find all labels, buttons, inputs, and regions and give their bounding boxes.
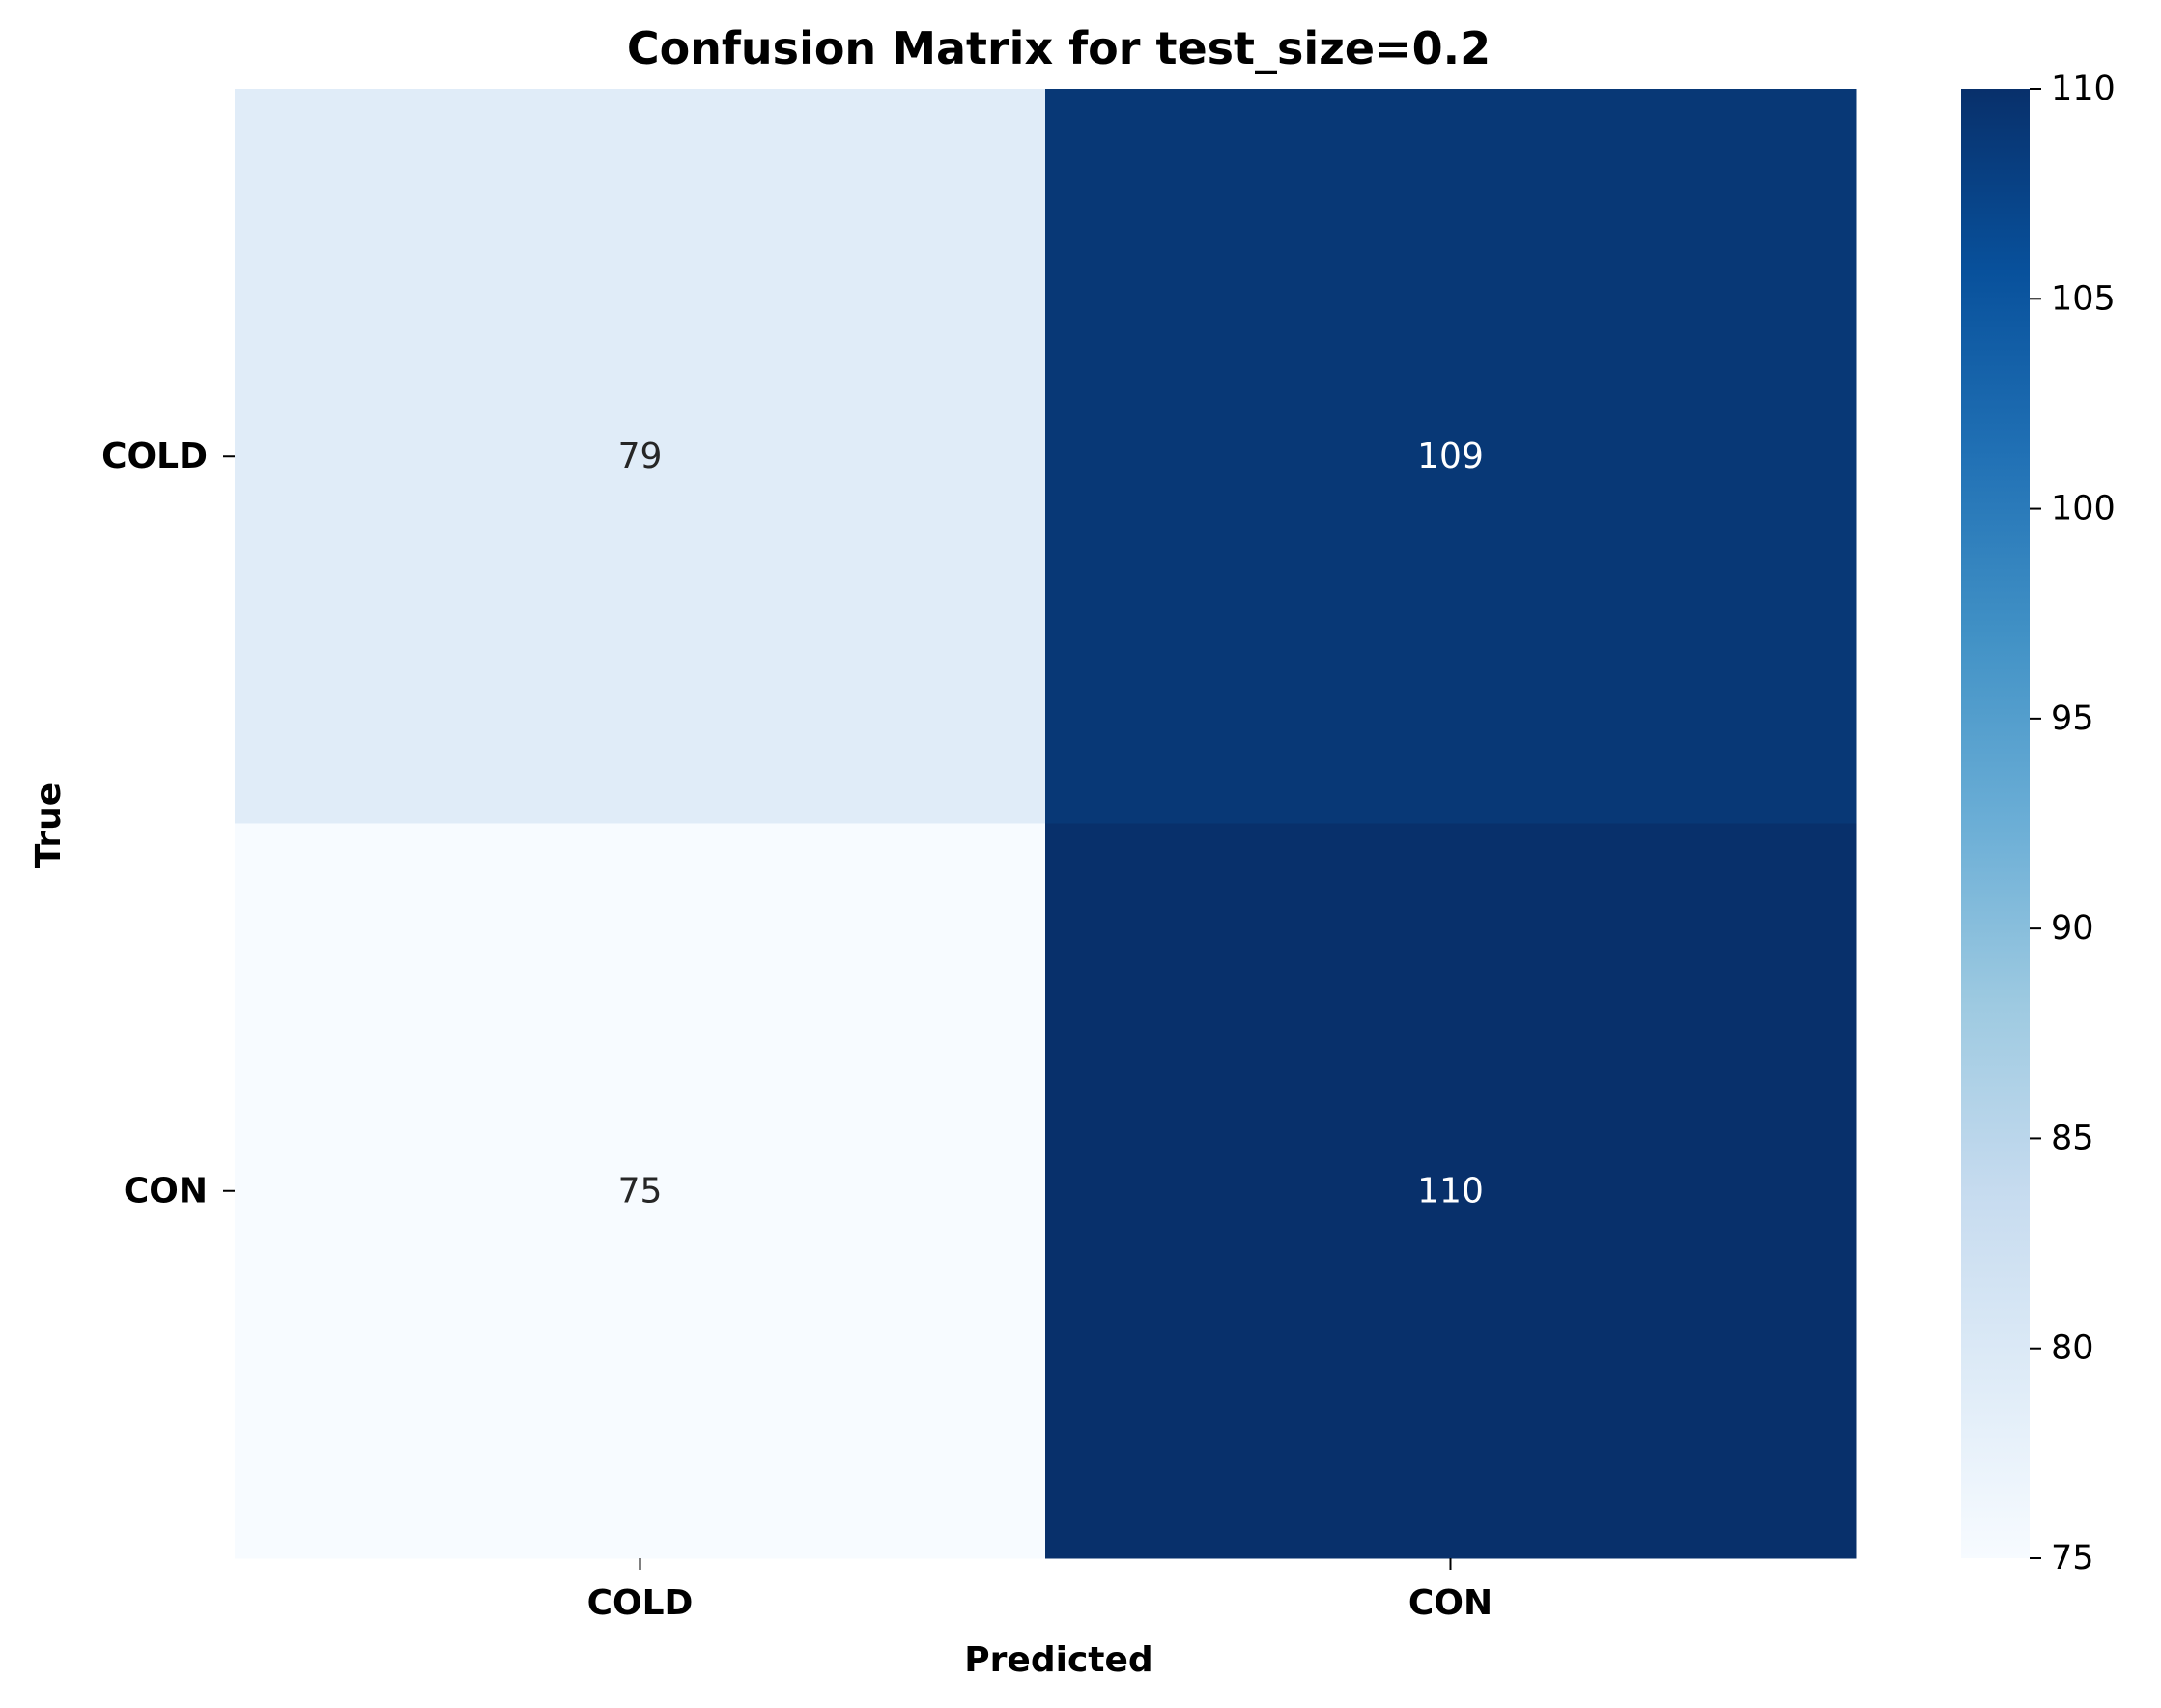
y-axis-label: True [29,783,69,868]
colorbar-tick-label: 80 [2051,1329,2094,1368]
y-tick-label: CON [124,1171,208,1210]
colorbar-tick-label: 95 [2051,699,2094,738]
colorbar-tick-label: 90 [2051,909,2094,948]
x-axis-ticks: COLD CON [587,1558,1493,1623]
y-tick-label: COLD [101,437,208,476]
heatmap-grid: 79 109 75 110 [235,89,1857,1559]
colorbar-ticks: 75 80 85 90 95 100 105 110 [2030,70,2116,1578]
heatmap-cell [1045,89,1857,824]
colorbar: 75 80 85 90 95 100 105 110 [1961,70,2116,1578]
heatmap-cell-value: 79 [618,437,663,476]
chart-title: Confusion Matrix for test_size=0.2 [627,22,1491,74]
colorbar-tick-label: 100 [2051,490,2116,528]
x-tick-label: COLD [587,1583,694,1623]
heatmap-cell [235,89,1046,824]
colorbar-tick-label: 105 [2051,279,2116,318]
heatmap-cell [1045,823,1857,1559]
heatmap-cell-value: 109 [1417,437,1484,476]
y-axis-ticks: COLD CON [101,437,235,1210]
colorbar-tick-label: 110 [2051,70,2116,108]
heatmap-cell-value: 110 [1417,1171,1484,1210]
colorbar-gradient [1961,89,2030,1558]
colorbar-tick-label: 85 [2051,1119,2094,1157]
colorbar-tick-label: 75 [2051,1539,2094,1578]
x-axis-label: Predicted [964,1640,1152,1680]
x-tick-label: CON [1408,1583,1493,1623]
heatmap-cell-value: 75 [618,1171,663,1210]
heatmap-cell [235,823,1046,1559]
